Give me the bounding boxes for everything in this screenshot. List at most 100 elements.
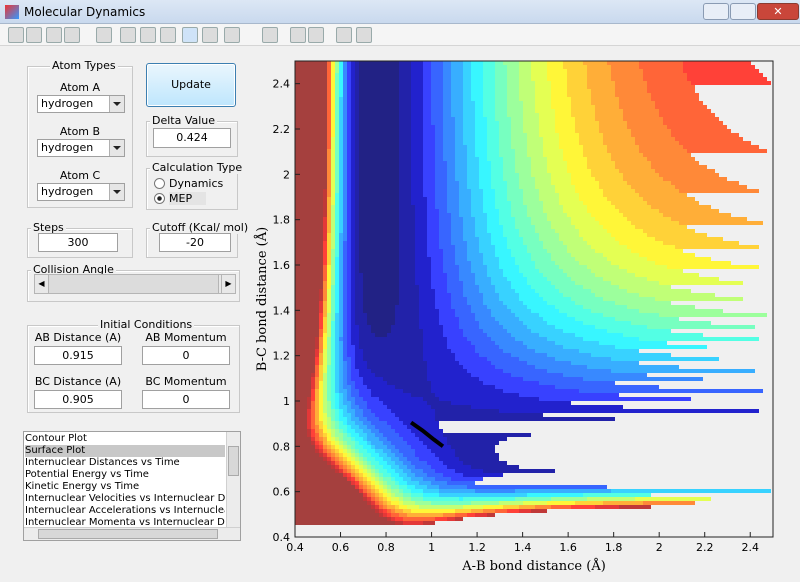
contour-cell — [515, 169, 531, 173]
toolbar-button[interactable] — [46, 27, 62, 43]
list-item[interactable]: Kinetic Energy vs Time — [25, 481, 140, 492]
field-input[interactable]: 0 — [142, 346, 230, 365]
contour-cell — [399, 65, 411, 69]
contour-cell — [407, 513, 443, 517]
scroll-thumb[interactable] — [38, 529, 218, 539]
list-item[interactable]: Surface Plot — [25, 445, 225, 457]
contour-cell — [515, 497, 551, 501]
contour-cell — [495, 341, 523, 345]
contour-cell — [403, 421, 439, 425]
delta-value-input[interactable]: 0.424 — [153, 128, 231, 148]
contour-cell — [379, 481, 383, 485]
list-item[interactable]: Internuclear Velocities vs Internuclear … — [25, 493, 225, 504]
vertical-scrollbar[interactable] — [226, 432, 240, 528]
contour-cell — [331, 425, 335, 429]
title-bar: Molecular Dynamics ✕ — [0, 0, 800, 24]
contour-cell — [319, 441, 323, 445]
contour-cell — [399, 117, 411, 121]
contour-cell — [295, 417, 307, 421]
contour-cell — [343, 365, 347, 369]
contour-cell — [483, 77, 495, 81]
contour-cell — [559, 237, 583, 241]
contour-cell — [339, 357, 343, 361]
contour-cell — [419, 321, 439, 325]
contour-cell — [295, 149, 327, 153]
contour-cell — [311, 401, 315, 405]
contour-cell — [295, 165, 327, 169]
toolbar-button[interactable] — [290, 27, 306, 43]
field-input[interactable]: 0.915 — [34, 346, 122, 365]
contour-cell — [339, 85, 343, 89]
scroll-thumb[interactable] — [228, 446, 239, 476]
contour-cell — [327, 161, 331, 165]
contour-cell — [615, 165, 651, 169]
list-item[interactable]: Internuclear Distances vs Time — [25, 457, 180, 468]
slider-right-arrow[interactable]: ▶ — [221, 275, 235, 293]
radio-button[interactable] — [154, 193, 165, 204]
toolbar-button[interactable] — [356, 27, 372, 43]
list-item[interactable]: Contour Plot — [25, 433, 87, 444]
radio-button[interactable] — [154, 178, 165, 189]
contour-cell — [495, 317, 519, 321]
toolbar-button[interactable] — [262, 27, 278, 43]
contour-cell — [615, 85, 647, 89]
contour-cell — [295, 465, 331, 469]
contour-cell — [591, 93, 615, 97]
contour-cell — [511, 141, 527, 145]
contour-cell — [375, 489, 379, 493]
window-title: Molecular Dynamics — [24, 5, 146, 19]
contour-cell — [439, 233, 451, 237]
contour-cell — [575, 333, 623, 337]
maximize-button[interactable] — [730, 3, 756, 20]
contour-cell — [327, 117, 331, 121]
contour-cell — [431, 501, 471, 505]
toolbar-button[interactable] — [336, 27, 352, 43]
slider-left-arrow[interactable]: ◀ — [35, 275, 49, 293]
atom-dropdown[interactable]: hydrogen — [37, 139, 125, 157]
list-item[interactable]: Potential Energy vs Time — [25, 469, 149, 480]
toolbar-button[interactable] — [182, 27, 198, 43]
toolbar-button[interactable] — [202, 27, 218, 43]
slider-thumb[interactable] — [49, 275, 219, 293]
close-button[interactable]: ✕ — [757, 3, 799, 20]
contour-cell — [339, 445, 343, 449]
toolbar-button[interactable] — [308, 27, 324, 43]
contour-cell — [355, 189, 359, 193]
toolbar-button[interactable] — [26, 27, 42, 43]
contour-cell — [339, 229, 343, 233]
contour-cell — [455, 165, 467, 169]
field-input[interactable]: 0.905 — [34, 390, 122, 409]
list-item[interactable]: Internuclear Momenta vs Internuclear Dis… — [25, 517, 225, 528]
delta-value-group: Delta Value 0.424 — [146, 114, 238, 157]
minimize-button[interactable] — [703, 3, 729, 20]
contour-cell — [327, 441, 331, 445]
contour-cell — [543, 201, 559, 205]
contour-cell — [599, 129, 631, 133]
contour-cell — [491, 241, 507, 245]
contour-cell — [331, 361, 335, 365]
contour-cell — [359, 109, 399, 113]
atom-dropdown[interactable]: hydrogen — [37, 95, 125, 113]
steps-input[interactable]: 300 — [38, 233, 118, 252]
contour-cell — [343, 205, 347, 209]
toolbar-button[interactable] — [224, 27, 240, 43]
contour-cell — [339, 69, 343, 73]
toolbar-button[interactable] — [64, 27, 80, 43]
horizontal-scrollbar[interactable] — [24, 527, 240, 540]
update-button[interactable]: Update — [146, 63, 236, 107]
contour-cell — [347, 281, 351, 285]
field-input[interactable]: 0 — [142, 390, 230, 409]
toolbar-button[interactable] — [140, 27, 156, 43]
contour-cell — [347, 241, 351, 245]
contour-cell — [331, 149, 335, 153]
toolbar-button[interactable] — [120, 27, 136, 43]
toolbar-button[interactable] — [160, 27, 176, 43]
cutoff-input[interactable]: -20 — [159, 233, 231, 252]
atom-dropdown[interactable]: hydrogen — [37, 183, 125, 201]
toolbar-button[interactable] — [8, 27, 24, 43]
list-item[interactable]: Internuclear Accelerations vs Internucle… — [25, 505, 225, 516]
contour-cell — [347, 257, 351, 261]
collision-angle-slider[interactable]: ◀ ▶ — [34, 274, 236, 294]
contour-cell — [323, 229, 327, 233]
toolbar-button[interactable] — [96, 27, 112, 43]
